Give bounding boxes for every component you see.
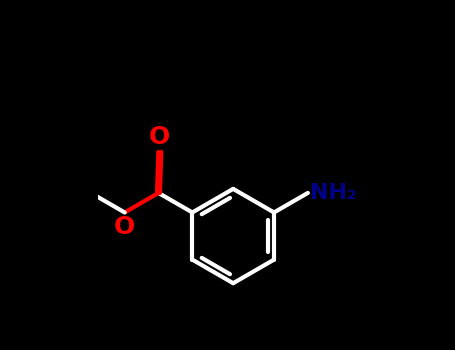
Text: O: O <box>149 125 171 149</box>
Text: NH₂: NH₂ <box>310 183 357 203</box>
Text: O: O <box>114 215 135 239</box>
